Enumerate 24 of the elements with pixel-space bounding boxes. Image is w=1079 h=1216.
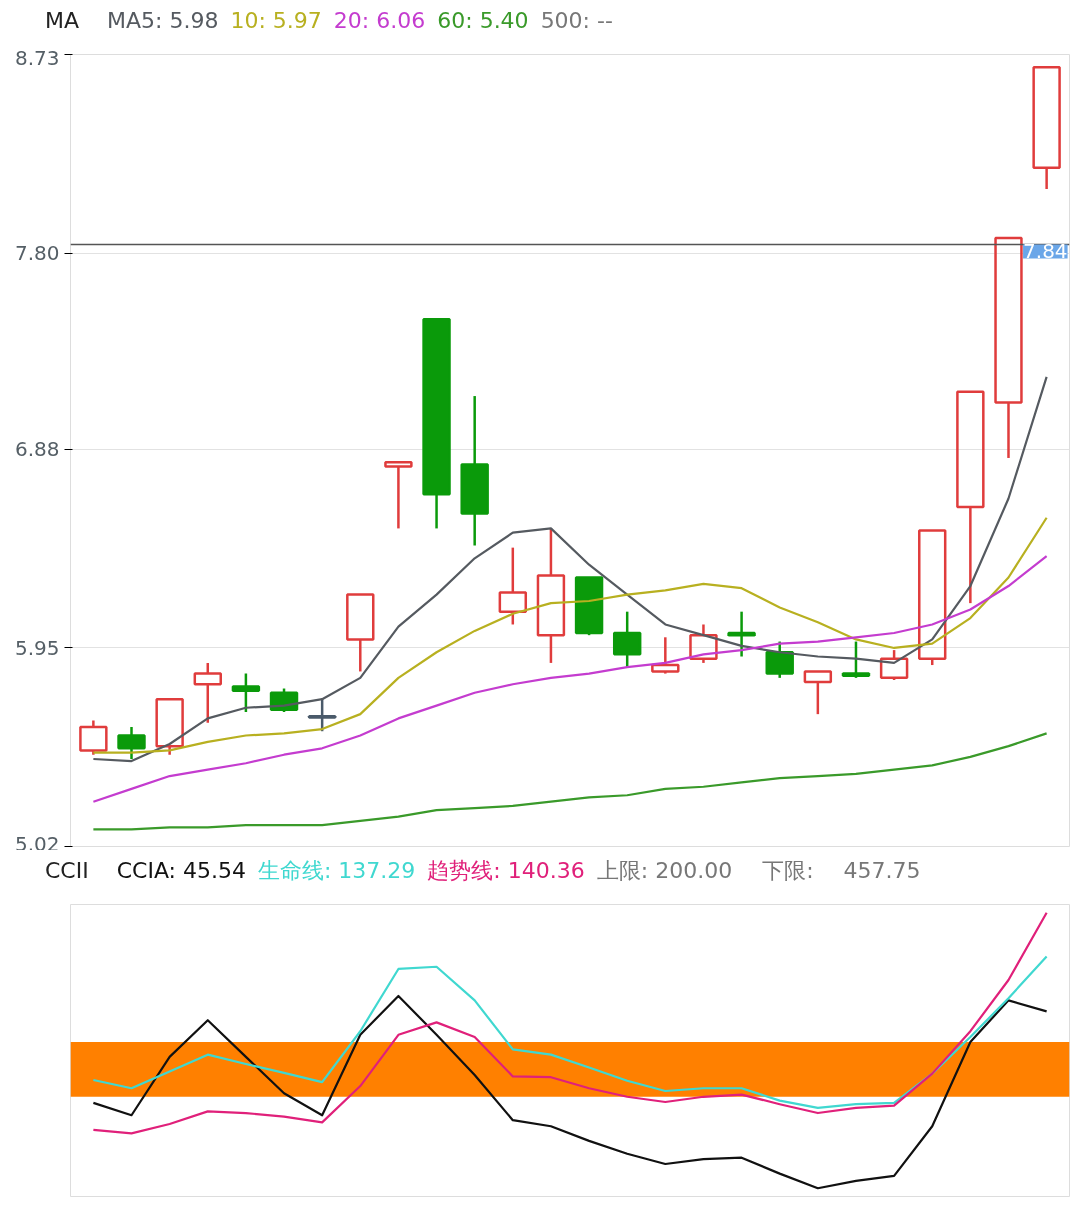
- text: CCIA: 45.54: [116, 857, 246, 885]
- text: 生命线: 137.29: [257, 857, 416, 885]
- y-tick-label: 8.73: [14, 45, 60, 70]
- line-series: [92, 555, 1048, 803]
- candlestick: [460, 394, 489, 547]
- y-tick-label: 5.95: [14, 635, 60, 660]
- text: 趋势线: 140.36: [427, 857, 585, 885]
- ref-line-label: 7.84: [1023, 239, 1068, 264]
- y-tick-label: 5.02: [14, 831, 60, 856]
- text: 60: 5.40: [437, 7, 529, 35]
- line-series: [92, 732, 1048, 831]
- text: 500: --: [540, 7, 613, 35]
- text: 10: 5.97: [230, 7, 322, 35]
- chart-title: CCII: [45, 857, 89, 885]
- text: 下限:: [762, 857, 814, 885]
- text: 20: 6.06: [333, 7, 426, 35]
- line-series: [92, 375, 1048, 763]
- text: 457.75: [843, 857, 921, 885]
- text: MA5: 5.98: [107, 7, 219, 35]
- text: 上限: 200.00: [596, 857, 733, 885]
- chart-title: MA: [45, 7, 80, 35]
- candlestick: [536, 527, 566, 665]
- y-tick-label: 6.88: [14, 437, 60, 462]
- y-tick-label: 7.80: [14, 241, 60, 266]
